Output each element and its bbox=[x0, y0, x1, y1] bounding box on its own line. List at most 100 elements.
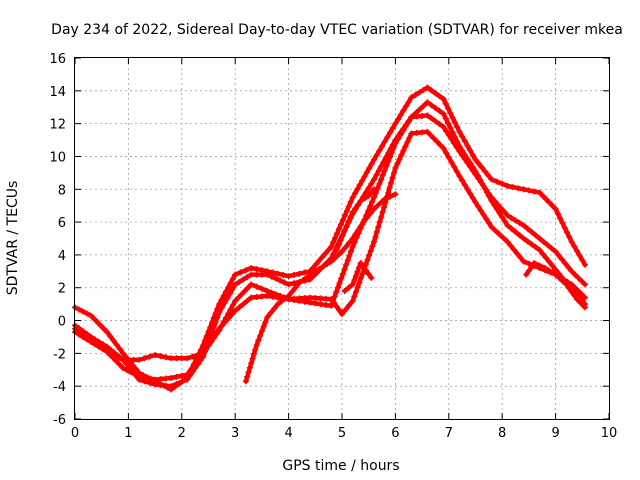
data-point-marker bbox=[488, 197, 495, 204]
data-point-marker bbox=[566, 285, 572, 292]
data-point-marker bbox=[132, 366, 139, 373]
data-point-marker bbox=[381, 167, 388, 174]
data-point-marker bbox=[84, 310, 90, 317]
data-point-marker bbox=[371, 194, 377, 201]
data-point-marker bbox=[398, 152, 405, 158]
data-point-marker bbox=[334, 284, 341, 291]
data-point-marker bbox=[424, 128, 431, 135]
y-tick-label: 8 bbox=[58, 183, 66, 198]
data-point-marker bbox=[356, 279, 363, 286]
data-point-marker bbox=[424, 84, 431, 91]
data-point-marker bbox=[136, 373, 143, 380]
data-point-marker bbox=[385, 158, 392, 165]
data-point-marker bbox=[240, 301, 247, 308]
x-tick-label: 9 bbox=[551, 426, 559, 441]
data-point-marker bbox=[274, 301, 281, 308]
data-point-marker bbox=[378, 199, 385, 206]
data-point-marker bbox=[496, 231, 503, 238]
data-point-marker bbox=[132, 371, 139, 378]
x-tick-label: 5 bbox=[338, 426, 346, 441]
data-point-marker bbox=[464, 142, 471, 149]
data-point-marker bbox=[267, 309, 274, 316]
data-point-marker bbox=[246, 364, 253, 371]
data-point-marker bbox=[361, 195, 368, 202]
x-axis-label: GPS time / hours bbox=[282, 458, 399, 474]
data-point-marker bbox=[354, 268, 361, 275]
data-point-marker bbox=[229, 275, 236, 282]
data-point-marker bbox=[482, 168, 489, 175]
chart-title: Day 234 of 2022, Sidereal Day-to-day VTE… bbox=[51, 22, 623, 38]
x-tick-label: 4 bbox=[284, 426, 292, 441]
plot-frame bbox=[74, 57, 610, 420]
data-point-marker bbox=[173, 381, 180, 387]
data-point-marker bbox=[249, 355, 256, 362]
data-point-marker bbox=[274, 294, 281, 301]
data-point-marker bbox=[317, 301, 324, 308]
data-point-marker bbox=[467, 190, 474, 197]
data-point-marker bbox=[504, 212, 511, 219]
y-tick-label: 4 bbox=[58, 249, 66, 264]
y-tick-label: 10 bbox=[49, 150, 66, 165]
data-point-marker bbox=[536, 189, 543, 196]
data-point-marker bbox=[205, 342, 212, 349]
data-point-marker bbox=[536, 247, 543, 253]
data-point-marker bbox=[250, 351, 257, 358]
data-point-marker bbox=[100, 325, 107, 332]
x-tick-label: 8 bbox=[498, 426, 506, 441]
data-point-marker bbox=[395, 136, 402, 142]
data-point-marker bbox=[120, 356, 127, 363]
data-point-marker bbox=[232, 271, 239, 278]
data-point-marker bbox=[244, 274, 251, 281]
data-point-marker bbox=[108, 349, 114, 356]
data-point-marker bbox=[477, 207, 484, 214]
data-point-marker bbox=[232, 281, 239, 288]
x-tick-label: 0 bbox=[71, 426, 79, 441]
data-point-marker bbox=[402, 143, 409, 150]
data-point-marker bbox=[459, 177, 466, 184]
data-point-marker bbox=[130, 356, 137, 363]
data-point-marker bbox=[285, 281, 292, 288]
data-point-marker bbox=[349, 194, 356, 201]
data-point-marker bbox=[532, 232, 539, 239]
data-point-marker bbox=[104, 329, 110, 335]
data-point-marker bbox=[84, 333, 90, 340]
data-point-marker bbox=[226, 290, 233, 297]
y-tick-label: -4 bbox=[53, 380, 66, 395]
data-point-marker bbox=[403, 103, 410, 110]
data-point-marker bbox=[341, 227, 348, 234]
data-point-marker bbox=[245, 284, 251, 291]
data-point-marker bbox=[363, 169, 370, 176]
data-point-marker bbox=[562, 260, 569, 267]
data-point-marker bbox=[483, 215, 490, 222]
data-point-marker bbox=[337, 237, 344, 244]
data-point-marker bbox=[216, 325, 223, 332]
data-point-marker bbox=[152, 352, 159, 358]
data-point-marker bbox=[328, 258, 335, 265]
data-point-marker bbox=[481, 185, 488, 192]
data-point-marker bbox=[406, 134, 413, 141]
data-point-marker bbox=[578, 300, 584, 307]
data-point-marker bbox=[451, 119, 458, 126]
data-point-marker bbox=[485, 219, 492, 226]
data-point-marker bbox=[319, 254, 326, 261]
data-series-3 bbox=[72, 99, 588, 383]
data-point-marker bbox=[324, 260, 331, 267]
data-point-marker bbox=[107, 333, 114, 340]
data-point-marker bbox=[168, 355, 175, 362]
data-point-marker bbox=[392, 140, 399, 147]
data-point-marker bbox=[469, 164, 476, 171]
data-point-marker bbox=[348, 248, 354, 255]
data-point-marker bbox=[331, 299, 337, 306]
data-point-marker bbox=[448, 159, 455, 166]
data-point-marker bbox=[210, 334, 217, 340]
data-point-marker bbox=[517, 254, 524, 261]
data-point-marker bbox=[280, 272, 287, 278]
data-point-marker bbox=[381, 138, 388, 145]
data-point-marker bbox=[536, 235, 543, 242]
y-tick-label: 14 bbox=[49, 85, 66, 100]
data-point-marker bbox=[532, 244, 539, 251]
data-point-marker bbox=[352, 231, 359, 238]
data-point-marker bbox=[485, 172, 492, 179]
data-point-marker bbox=[469, 152, 476, 159]
